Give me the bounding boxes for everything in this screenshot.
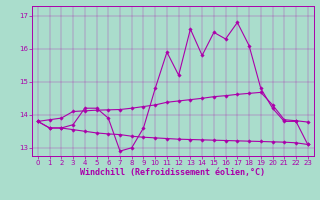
X-axis label: Windchill (Refroidissement éolien,°C): Windchill (Refroidissement éolien,°C) bbox=[80, 168, 265, 177]
